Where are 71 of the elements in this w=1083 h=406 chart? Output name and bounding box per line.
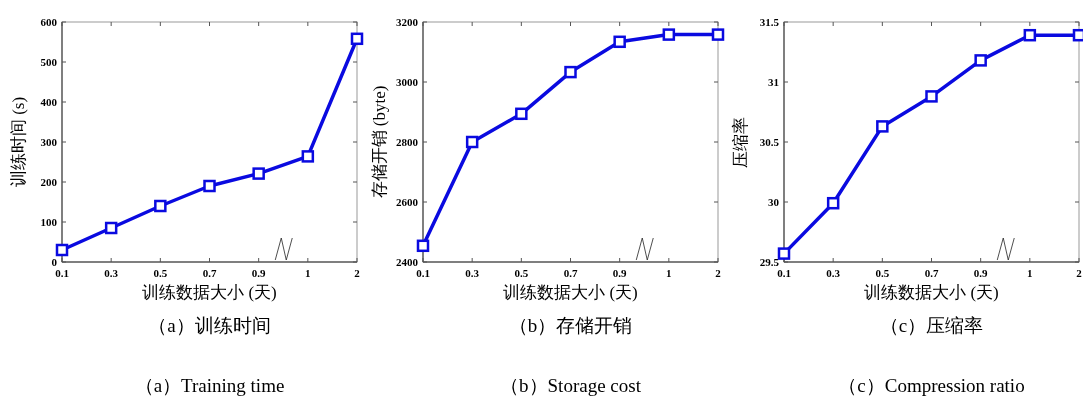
point <box>1072 28 1083 42</box>
x-tick-label: 0.7 <box>924 267 939 279</box>
point <box>465 135 479 149</box>
y-axis-title: 存储开销 (byte) <box>370 85 389 199</box>
point <box>564 65 577 79</box>
x-tick-label: 0.9 <box>973 267 989 279</box>
point <box>154 199 167 213</box>
x-tick-label: 2 <box>1076 267 1083 279</box>
x-axis-title: 训练数据大小 (天) <box>503 283 638 302</box>
x-tick-label: 0.1 <box>777 267 791 279</box>
x-tick-label: 0.9 <box>612 267 628 279</box>
point <box>974 54 987 67</box>
y-tick-label: 300 <box>40 135 58 148</box>
x-tick-label: 0.3 <box>465 267 480 279</box>
x-tick-label: 2 <box>715 267 722 279</box>
x-tick-label: 0.3 <box>104 267 119 279</box>
point <box>104 221 118 235</box>
point <box>301 150 315 163</box>
y-tick-label: 2600 <box>396 195 419 208</box>
point <box>777 247 791 260</box>
text: （c）压缩率 <box>879 315 984 336</box>
y-tick-label: 30.5 <box>759 135 780 148</box>
y-tick-label: 30 <box>768 195 780 208</box>
x-tick-label: 0.1 <box>55 267 69 279</box>
point <box>711 28 725 41</box>
y-tick-label: 2800 <box>396 135 419 148</box>
y-tick-label: 29.5 <box>759 255 780 268</box>
y-tick-label: 31.5 <box>759 15 780 28</box>
point <box>613 35 626 49</box>
point <box>203 179 216 193</box>
x-tick-label: 0.7 <box>563 267 578 279</box>
x-tick-label: 0.9 <box>251 267 267 279</box>
text: （b）Storage cost <box>500 375 642 396</box>
point <box>252 167 265 180</box>
x-tick-label: 1 <box>305 267 311 279</box>
x-tick-label: 0.7 <box>202 267 217 279</box>
text: （c）Compression ratio <box>838 375 1025 396</box>
text: （b）存储开销 <box>508 315 633 336</box>
point <box>826 196 840 210</box>
text: （a）训练时间 <box>148 315 271 336</box>
point <box>416 239 430 253</box>
x-tick-label: 0.5 <box>153 267 168 279</box>
y-tick-label: 600 <box>40 15 58 28</box>
y-tick-label: 0 <box>51 255 58 268</box>
x-tick-label: 2 <box>354 267 361 279</box>
y-tick-label: 200 <box>40 175 58 188</box>
y-axis-title: 训练时间 (s) <box>9 96 28 188</box>
point <box>1023 28 1037 42</box>
y-tick-label: 2400 <box>396 255 419 268</box>
y-tick-label: 400 <box>40 95 58 108</box>
y-tick-label: 500 <box>40 55 58 68</box>
text: （a）Training time <box>134 375 285 396</box>
point <box>876 120 889 133</box>
x-tick-label: 0.3 <box>826 267 841 279</box>
x-axis-title: 训练数据大小 (天) <box>864 283 999 302</box>
x-tick-label: 1 <box>666 267 672 279</box>
point <box>925 90 938 103</box>
x-tick-label: 0.1 <box>416 267 430 279</box>
x-tick-label: 1 <box>1027 267 1033 279</box>
point <box>515 107 528 121</box>
x-axis-title: 训练数据大小 (天) <box>142 283 277 302</box>
y-tick-label: 31 <box>768 75 779 88</box>
y-tick-label: 3200 <box>396 15 419 28</box>
x-tick-label: 0.5 <box>875 267 890 279</box>
x-tick-label: 0.5 <box>514 267 529 279</box>
point <box>662 28 676 41</box>
point <box>55 243 69 257</box>
point <box>350 32 364 46</box>
y-tick-label: 3000 <box>396 75 419 88</box>
y-tick-label: 100 <box>40 215 58 228</box>
y-axis-title: 压缩率 <box>731 116 750 168</box>
